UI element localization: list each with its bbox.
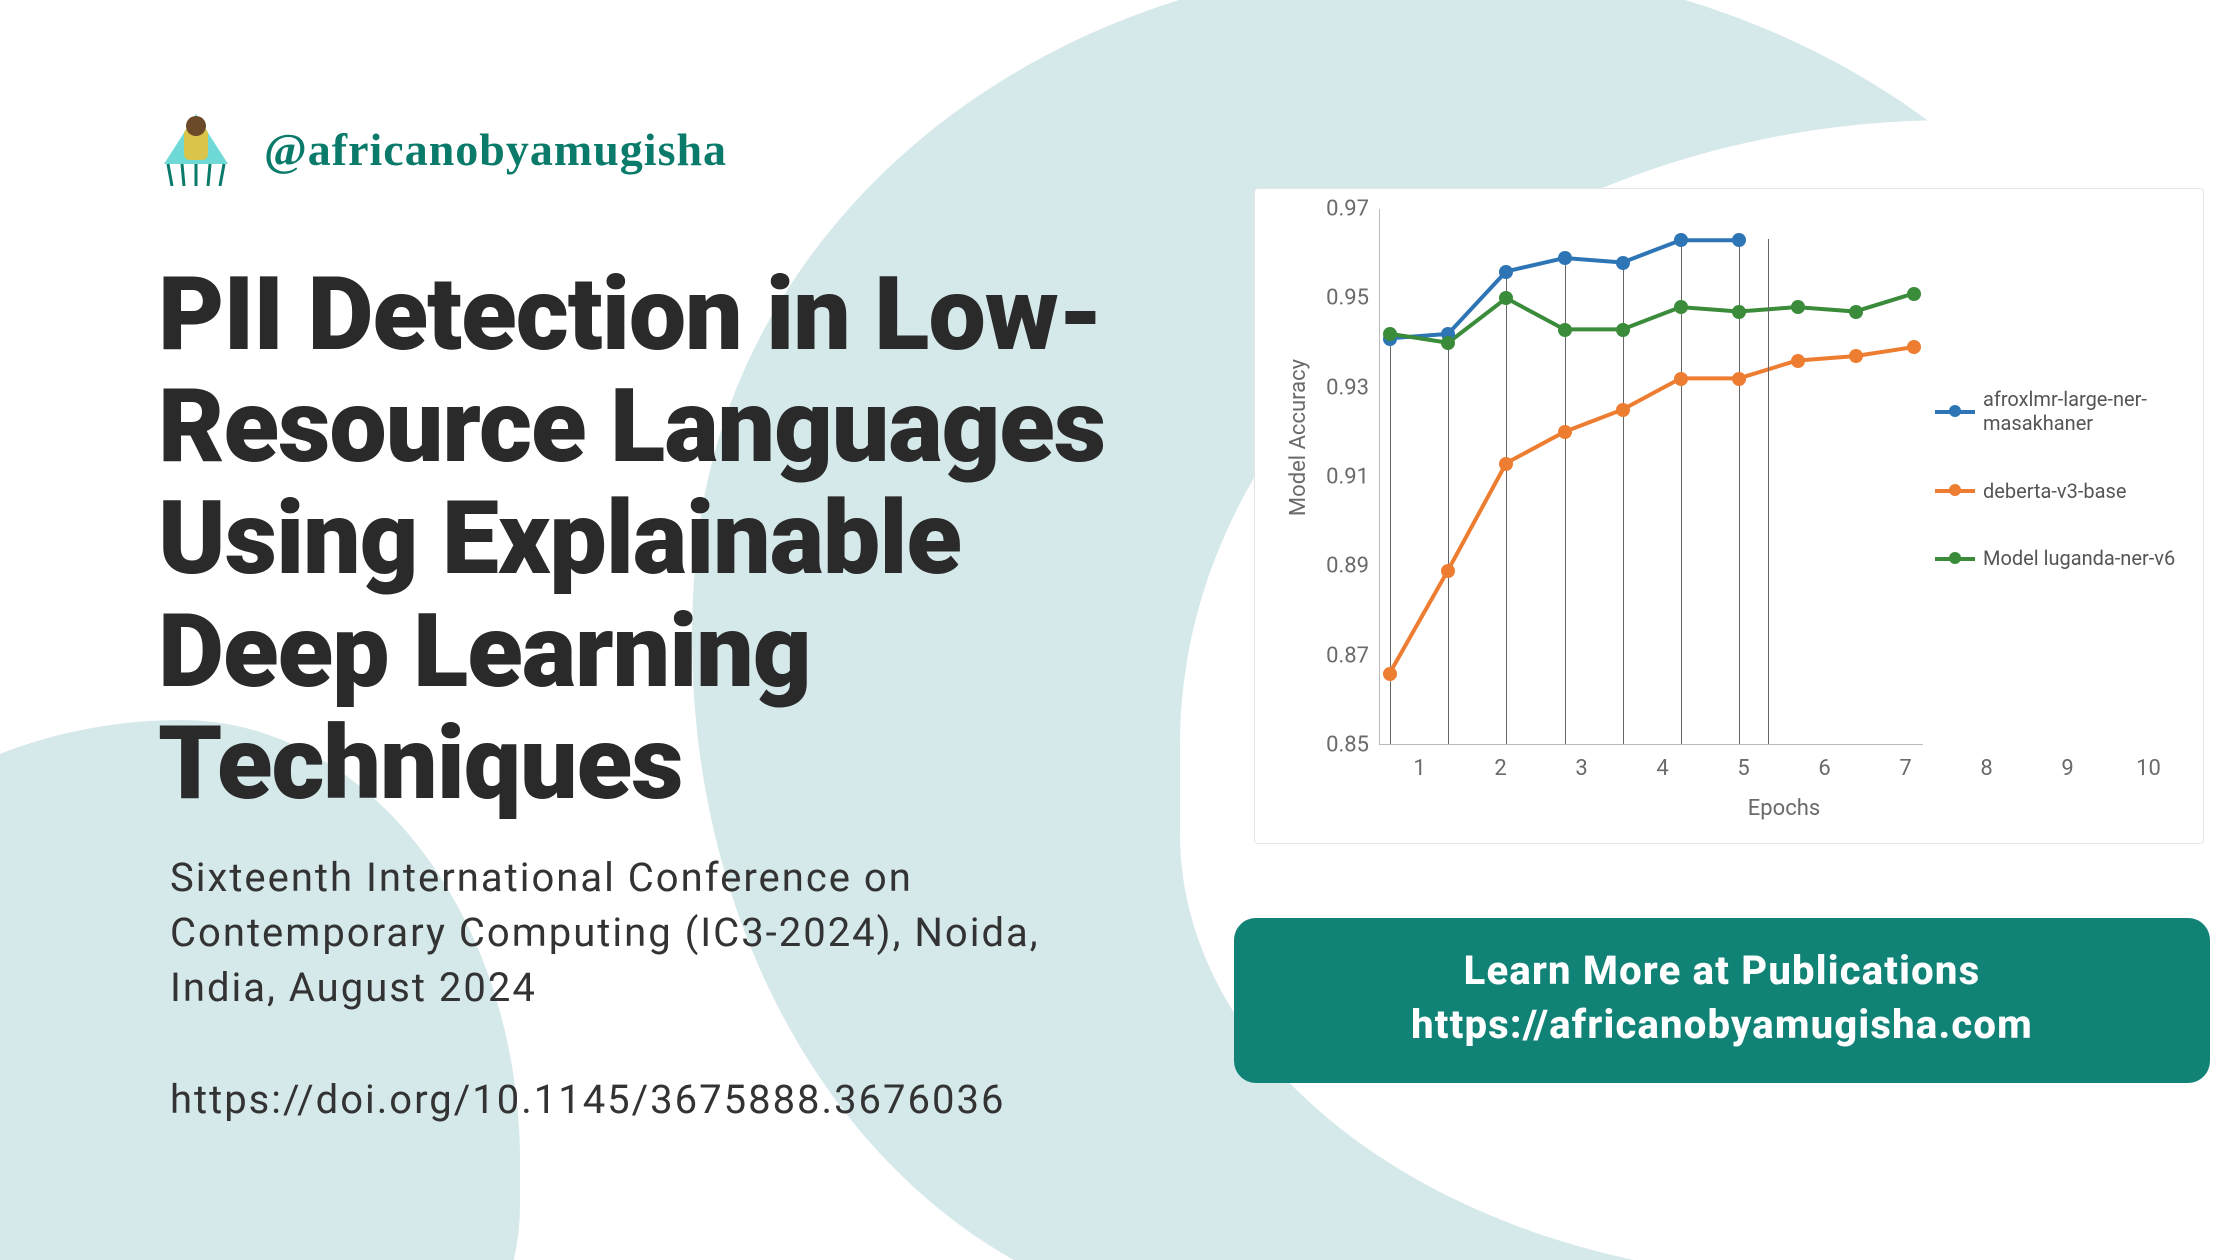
legend-item: Model luganda-ner-v6 [1935, 547, 2189, 571]
chart-ylabel: Model Accuracy [1286, 359, 1311, 516]
cta-line-1: Learn More at Publications [1246, 944, 2198, 998]
cta-banner[interactable]: Learn More at Publications https://afric… [1234, 918, 2210, 1083]
doi-link[interactable]: https://doi.org/10.1145/3675888.3676036 [170, 1076, 1005, 1123]
brand-row: @africanobyamugisha [160, 108, 727, 190]
page-title: PII Detection in Low-Resource Languages … [158, 258, 1168, 819]
chart-yticks: 0.850.870.890.910.930.950.97 [1317, 209, 1379, 750]
chart-legend: afroxlmr-large-ner-masakhaner deberta-v3-… [1923, 209, 2189, 750]
chart-xticks: 12345678910 [1379, 750, 2189, 790]
accuracy-chart: Model Accuracy 0.850.870.890.910.930.950… [1254, 188, 2204, 844]
cta-line-2: https://africanobyamugisha.com [1246, 998, 2198, 1052]
handle-text: @africanobyamugisha [264, 123, 727, 176]
avatar-icon [160, 108, 232, 190]
chart-plot-area [1379, 209, 1923, 745]
legend-item: afroxlmr-large-ner-masakhaner [1935, 388, 2189, 435]
conference-text: Sixteenth International Conference on Co… [170, 850, 1070, 1016]
chart-xlabel: Epochs [1379, 796, 2189, 821]
legend-item: deberta-v3-base [1935, 480, 2189, 504]
